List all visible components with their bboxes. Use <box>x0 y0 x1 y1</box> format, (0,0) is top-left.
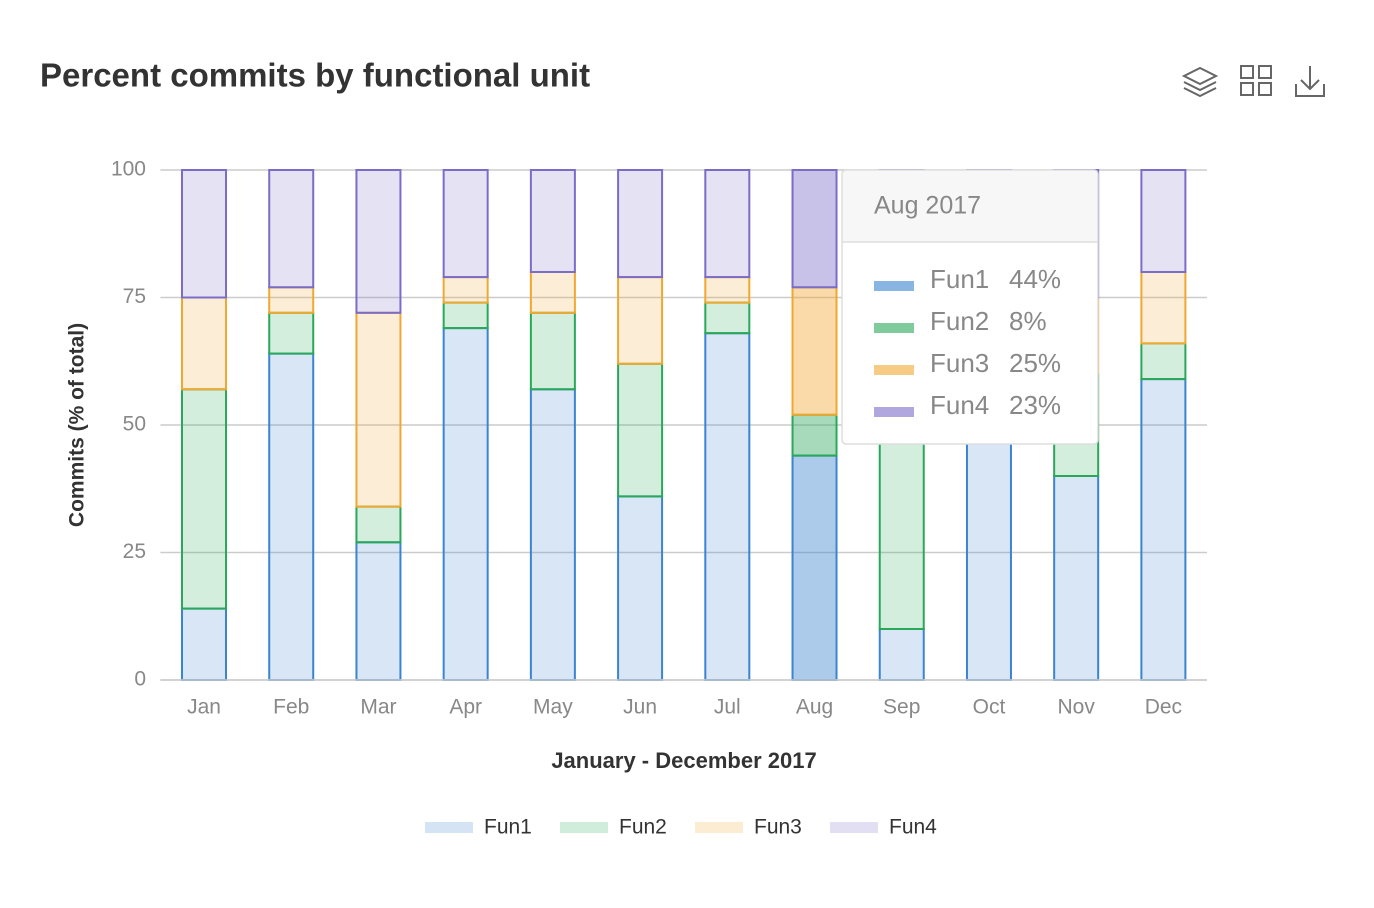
x-tick-label: Feb <box>273 696 309 719</box>
tooltip-series-name: Fun2 <box>930 306 989 336</box>
x-tick-label: Nov <box>1057 696 1095 719</box>
bar-segment <box>529 311 576 391</box>
y-tick-label: 25 <box>123 540 146 563</box>
x-tick-label: May <box>533 696 573 719</box>
tooltip-swatch <box>874 281 914 291</box>
bar-segment <box>1140 342 1187 381</box>
bar-segment <box>529 271 576 314</box>
bar-segment <box>442 276 489 304</box>
download-icon[interactable] <box>1295 66 1325 97</box>
tooltip-series-name: Fun1 <box>930 264 989 294</box>
bar-segment <box>355 541 402 681</box>
tooltip-title: Aug 2017 <box>874 192 981 220</box>
y-tick-label: 75 <box>123 285 146 308</box>
tooltip-swatch <box>874 407 914 417</box>
tooltip-value: 25% <box>1009 348 1061 378</box>
toolbar <box>1181 65 1325 98</box>
bar-segment <box>791 413 838 457</box>
x-tick-label: Aug <box>796 696 833 719</box>
legend-label: Fun4 <box>889 816 937 839</box>
bar-segment <box>1140 271 1187 345</box>
legend-swatch <box>830 822 878 833</box>
bar-segment <box>878 628 925 681</box>
x-tick-label: Mar <box>360 696 396 719</box>
bar-segment <box>791 169 838 289</box>
bar-segment <box>704 169 751 279</box>
y-tick-label: 100 <box>111 158 146 181</box>
x-tick-label: Sep <box>883 696 920 719</box>
bar-segment <box>355 311 402 508</box>
y-tick-label: 50 <box>123 413 146 436</box>
tooltip-series-name: Fun3 <box>930 348 989 378</box>
tooltip-value: 8% <box>1009 306 1047 336</box>
bar-segment <box>1140 169 1187 273</box>
chart-title: Percent commits by functional unit <box>40 57 590 94</box>
legend-label: Fun1 <box>484 816 532 839</box>
bar-segment <box>268 311 315 355</box>
x-tick-label: Dec <box>1145 696 1182 719</box>
bar-segment <box>791 454 838 681</box>
y-tick-label: 0 <box>134 668 146 691</box>
bar-segment <box>617 495 664 681</box>
x-tick-label: Jul <box>714 696 741 719</box>
tooltip-swatch <box>874 323 914 333</box>
grid-icon[interactable] <box>1240 65 1272 96</box>
bar-segment <box>442 301 489 330</box>
bar-segment <box>268 286 315 314</box>
legend-label: Fun3 <box>754 816 802 839</box>
bar-segment <box>617 276 664 365</box>
tooltip-header-bg <box>843 171 1097 242</box>
bar-segment <box>355 169 402 314</box>
bar-segment <box>704 276 751 304</box>
layers-icon[interactable] <box>1181 66 1219 98</box>
bar-segment <box>704 332 751 681</box>
legend-swatch <box>560 822 608 833</box>
x-tick-label: Oct <box>973 696 1006 719</box>
bar-segment <box>181 388 228 610</box>
legend-swatch <box>425 822 473 833</box>
tooltip-value: 23% <box>1009 390 1061 420</box>
tooltip-value: 44% <box>1009 264 1061 294</box>
x-axis-title: January - December 2017 <box>551 748 816 773</box>
bar-segment <box>181 169 228 299</box>
bar-segment <box>1140 378 1187 681</box>
legend-label: Fun2 <box>619 816 667 839</box>
bar-segment <box>268 352 315 681</box>
x-tick-label: Jun <box>623 696 657 719</box>
x-tick-label: Apr <box>449 696 482 719</box>
bar-segment <box>529 388 576 681</box>
bar-segment <box>704 301 751 335</box>
bar-segment <box>268 169 315 289</box>
bar-segment <box>617 169 664 279</box>
bar-segment <box>791 286 838 416</box>
tooltip: Aug 2017 Fun1 44% Fun2 8% Fun3 25% Fun4 23% <box>841 169 1099 445</box>
legend-swatch <box>695 822 743 833</box>
bar-segment <box>617 362 664 498</box>
bar-segment <box>442 327 489 681</box>
bar-segment <box>181 607 228 681</box>
bar-segment <box>442 169 489 279</box>
bar-segment <box>529 169 576 273</box>
tooltip-series-name: Fun4 <box>930 390 989 420</box>
tooltip-swatch <box>874 365 914 375</box>
x-tick-label: Jan <box>187 696 221 719</box>
y-axis-title: Commits (% of total) <box>66 323 89 527</box>
bar-segment <box>181 296 228 391</box>
bar-segment <box>355 505 402 544</box>
bar-segment <box>1053 475 1100 681</box>
